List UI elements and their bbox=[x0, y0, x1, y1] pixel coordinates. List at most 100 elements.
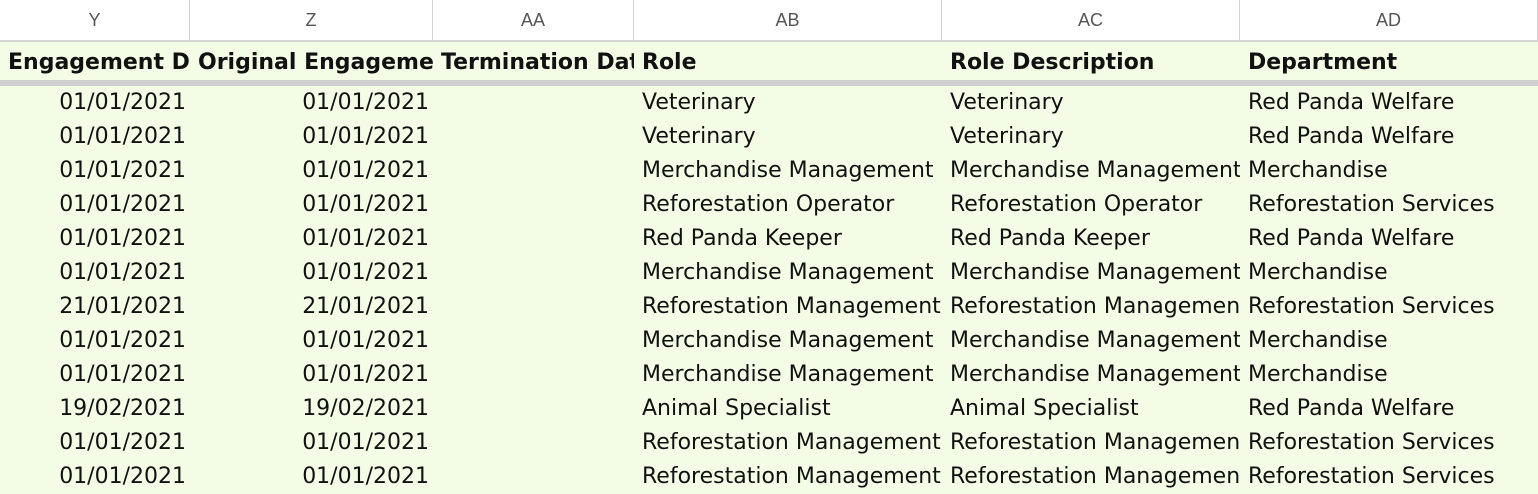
table-cell[interactable] bbox=[433, 188, 634, 222]
table-cell[interactable] bbox=[433, 86, 634, 120]
table-cell[interactable]: Veterinary bbox=[950, 90, 1064, 115]
table-cell[interactable]: Reforestation Operator bbox=[642, 192, 895, 217]
table-cell[interactable]: Red Panda Keeper bbox=[642, 226, 842, 251]
table-cell[interactable]: 01/01/2021 bbox=[59, 90, 186, 115]
table-cell[interactable]: 21/01/2021 bbox=[59, 294, 186, 319]
header-cell[interactable]: Role Description bbox=[950, 50, 1155, 75]
table-cell[interactable]: 21/01/2021 bbox=[302, 294, 429, 319]
table-cell[interactable]: 01/01/2021 bbox=[59, 328, 186, 353]
table-cell[interactable]: 01/01/2021 bbox=[302, 464, 429, 489]
table-cell[interactable]: Merchandise Management bbox=[950, 158, 1240, 183]
table-cell[interactable] bbox=[433, 120, 634, 154]
table-cell[interactable]: Veterinary bbox=[642, 90, 756, 115]
table-cell[interactable]: Reforestation Management bbox=[950, 430, 1240, 455]
table-cell[interactable]: 01/01/2021 bbox=[59, 464, 186, 489]
table-cell[interactable]: Reforestation Management bbox=[642, 294, 941, 319]
table-cell[interactable]: 01/01/2021 bbox=[59, 124, 186, 149]
header-cell[interactable]: Engagement Date bbox=[8, 50, 190, 75]
table-row: 01/01/2021 01/01/2021 Veterinary Veterinary… bbox=[0, 120, 1538, 154]
table-cell[interactable]: Red Panda Welfare bbox=[1248, 124, 1455, 149]
table-cell[interactable]: 01/01/2021 bbox=[302, 430, 429, 455]
table-cell[interactable] bbox=[433, 358, 634, 392]
table-cell[interactable]: Reforestation Services bbox=[1248, 192, 1495, 217]
table-cell[interactable] bbox=[433, 324, 634, 358]
table-cell[interactable]: Veterinary bbox=[950, 124, 1064, 149]
table-cell[interactable]: Merchandise Management bbox=[642, 328, 934, 353]
table-cell[interactable]: Merchandise bbox=[1248, 260, 1388, 285]
table-cell[interactable] bbox=[433, 426, 634, 460]
table-cell[interactable]: Reforestation Services bbox=[1248, 464, 1495, 489]
frozen-row-divider[interactable] bbox=[0, 80, 1538, 86]
header-cell[interactable]: Original Engagement bbox=[198, 50, 433, 75]
column-header-ac[interactable]: AC bbox=[942, 0, 1240, 40]
table-cell[interactable]: Reforestation Management bbox=[642, 464, 941, 489]
table-cell[interactable]: Red Panda Keeper bbox=[950, 226, 1150, 251]
table-cell[interactable]: Merchandise Management bbox=[642, 260, 934, 285]
table-cell[interactable]: 01/01/2021 bbox=[59, 226, 186, 251]
table-cell[interactable]: Reforestation Management bbox=[642, 430, 941, 455]
header-cell[interactable]: Termination Date bbox=[441, 50, 634, 75]
table-cell[interactable]: 01/01/2021 bbox=[59, 158, 186, 183]
table-row: 19/02/2021 19/02/2021 Animal Specialist Ani… bbox=[0, 392, 1538, 426]
table-row: 01/01/2021 01/01/2021 Red Panda Keeper Red … bbox=[0, 222, 1538, 256]
table-cell[interactable]: 01/01/2021 bbox=[59, 192, 186, 217]
table-row: 01/01/2021 01/01/2021 Reforestation Operat… bbox=[0, 188, 1538, 222]
table-cell[interactable] bbox=[433, 460, 634, 494]
table-cell[interactable]: Veterinary bbox=[642, 124, 756, 149]
table-cell[interactable]: Merchandise bbox=[1248, 362, 1388, 387]
table-cell[interactable]: 19/02/2021 bbox=[302, 396, 429, 421]
column-header-aa[interactable]: AA bbox=[433, 0, 634, 40]
column-header-ab[interactable]: AB bbox=[634, 0, 942, 40]
column-header-ad[interactable]: AD bbox=[1240, 0, 1538, 40]
table-cell[interactable] bbox=[433, 256, 634, 290]
table-cell[interactable]: 01/01/2021 bbox=[302, 328, 429, 353]
table-cell[interactable]: Reforestation Management bbox=[950, 294, 1240, 319]
table-row: 01/01/2021 01/01/2021 Merchandise Manageme… bbox=[0, 358, 1538, 392]
table-cell[interactable]: Reforestation Management bbox=[950, 464, 1240, 489]
table-row: 01/01/2021 01/01/2021 Veterinary Veterinary… bbox=[0, 86, 1538, 120]
table-cell[interactable]: 01/01/2021 bbox=[302, 124, 429, 149]
table-cell[interactable] bbox=[433, 222, 634, 256]
table-cell[interactable]: 19/02/2021 bbox=[59, 396, 186, 421]
table-cell[interactable]: Merchandise Management bbox=[642, 158, 934, 183]
table-cell[interactable] bbox=[433, 290, 634, 324]
table-cell[interactable]: Animal Specialist bbox=[642, 396, 831, 421]
table-cell[interactable]: Red Panda Welfare bbox=[1248, 396, 1455, 421]
header-cell[interactable]: Department bbox=[1248, 50, 1398, 75]
table-cell[interactable] bbox=[433, 392, 634, 426]
table-cell[interactable]: 01/01/2021 bbox=[302, 90, 429, 115]
table-cell[interactable]: Reforestation Services bbox=[1248, 294, 1495, 319]
table-cell[interactable]: Animal Specialist bbox=[950, 396, 1139, 421]
table-cell[interactable]: Merchandise bbox=[1248, 328, 1388, 353]
column-header-z[interactable]: Z bbox=[190, 0, 433, 40]
table-row: 01/01/2021 01/01/2021 Reforestation Manage… bbox=[0, 426, 1538, 460]
table-cell[interactable]: 01/01/2021 bbox=[302, 192, 429, 217]
table-row: 01/01/2021 01/01/2021 Merchandise Manageme… bbox=[0, 256, 1538, 290]
table-cell[interactable]: Reforestation Operator bbox=[950, 192, 1203, 217]
table-cell[interactable]: 01/01/2021 bbox=[302, 226, 429, 251]
table-cell[interactable]: 01/01/2021 bbox=[302, 158, 429, 183]
table-cell[interactable]: 01/01/2021 bbox=[302, 260, 429, 285]
table-row: 01/01/2021 01/01/2021 Merchandise Manageme… bbox=[0, 154, 1538, 188]
table-cell[interactable]: 01/01/2021 bbox=[302, 362, 429, 387]
table-row: 01/01/2021 01/01/2021 Merchandise Manageme… bbox=[0, 324, 1538, 358]
column-header-y[interactable]: Y bbox=[0, 0, 190, 40]
table-cell[interactable]: Merchandise Management bbox=[950, 362, 1240, 387]
table-cell[interactable]: 01/01/2021 bbox=[59, 260, 186, 285]
column-header-bar: Y Z AA AB AC AD bbox=[0, 0, 1538, 42]
header-cell[interactable]: Role bbox=[642, 50, 697, 75]
table-cell[interactable]: Merchandise bbox=[1248, 158, 1388, 183]
table-cell[interactable] bbox=[433, 154, 634, 188]
table-cell[interactable]: 01/01/2021 bbox=[59, 430, 186, 455]
table-row: 21/01/2021 21/01/2021 Reforestation Manage… bbox=[0, 290, 1538, 324]
table-cell[interactable]: Merchandise Management bbox=[950, 328, 1240, 353]
table-cell[interactable]: Merchandise Management bbox=[950, 260, 1240, 285]
table-cell[interactable]: Red Panda Welfare bbox=[1248, 90, 1455, 115]
table-cell[interactable]: Reforestation Services bbox=[1248, 430, 1495, 455]
table-row: 01/01/2021 01/01/2021 Reforestation Manage… bbox=[0, 460, 1538, 494]
table-cell[interactable]: 01/01/2021 bbox=[59, 362, 186, 387]
header-row: Engagement Date Original Engagement Termin… bbox=[0, 42, 1538, 80]
table-cell[interactable]: Red Panda Welfare bbox=[1248, 226, 1455, 251]
table-cell[interactable]: Merchandise Management bbox=[642, 362, 934, 387]
